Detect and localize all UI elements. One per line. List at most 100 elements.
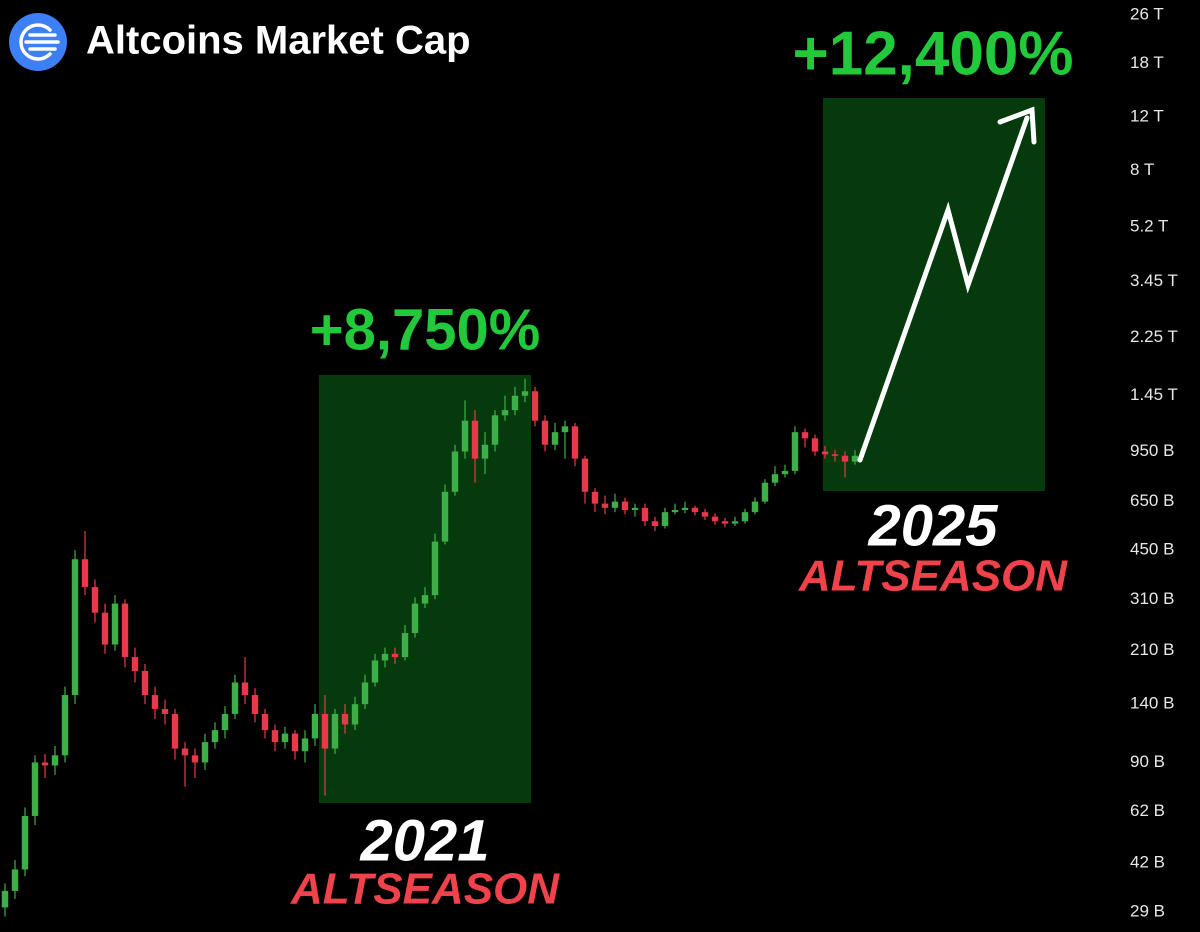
candle-body (481, 444, 489, 459)
candle-body (761, 482, 769, 502)
projection-arrow (857, 106, 1037, 463)
candle-body (461, 420, 469, 452)
candle-body (451, 451, 459, 492)
candle-body (191, 755, 199, 763)
candle-body (591, 491, 599, 504)
candle-body (331, 713, 339, 749)
y-tick-label: 210 B (1130, 640, 1174, 659)
candle-body (361, 682, 369, 705)
y-tick-label: 29 B (1130, 901, 1165, 920)
candle-body (221, 713, 229, 731)
y-tick-label: 1.45 T (1130, 385, 1178, 404)
y-tick-label: 62 B (1130, 801, 1165, 820)
annotations: +8,750%2021ALTSEASON+12,400%2025ALTSEASO… (290, 19, 1074, 913)
candle-body (741, 512, 749, 522)
y-tick-label: 2.25 T (1130, 327, 1178, 346)
candle-body (231, 682, 239, 714)
y-tick-label: 450 B (1130, 540, 1174, 559)
candle-body (281, 733, 289, 743)
candle-body (351, 704, 359, 725)
candle-body (431, 541, 439, 596)
candle-body (531, 391, 539, 421)
candle-body (261, 713, 269, 731)
chart-title: Altcoins Market Cap (86, 19, 471, 63)
candle-body (561, 426, 569, 433)
candle-body (101, 612, 109, 645)
candle-body (661, 512, 669, 527)
candle-body (551, 432, 559, 445)
candle-body (641, 507, 649, 522)
candle-body (131, 657, 139, 672)
y-tick-label: 3.45 T (1130, 271, 1178, 290)
candle-body (271, 730, 279, 743)
candle-body (301, 738, 309, 752)
candle-body (581, 458, 589, 492)
candle-body (171, 713, 179, 749)
y-tick-label: 90 B (1130, 752, 1165, 771)
candle-body (631, 507, 639, 510)
candle-body (151, 695, 159, 709)
y-tick-label: 42 B (1130, 853, 1165, 872)
candle-body (681, 507, 689, 510)
annotation: 2021 (359, 808, 489, 873)
candle-body (421, 595, 429, 604)
annotation: ALTSEASON (290, 865, 560, 914)
candle-body (201, 742, 209, 763)
candle-body (701, 512, 709, 517)
candles (1, 378, 859, 917)
candle-body (541, 420, 549, 445)
candle-body (141, 671, 149, 696)
candle-body (491, 415, 499, 445)
annotation: 2025 (867, 493, 998, 558)
candle-body (251, 695, 259, 714)
candle-body (51, 755, 59, 766)
candle-body (781, 470, 789, 475)
candle-body (471, 420, 479, 459)
candle-body (401, 633, 409, 658)
candle-body (411, 603, 419, 634)
candle-body (1, 890, 9, 908)
candle-body (731, 521, 739, 524)
y-tick-label: 140 B (1130, 694, 1174, 713)
candle-body (831, 454, 839, 456)
y-tick-label: 12 T (1130, 106, 1164, 125)
candle-body (321, 713, 329, 749)
logo-mark (19, 23, 60, 61)
y-tick-label: 310 B (1130, 589, 1174, 608)
candle-body (621, 501, 629, 510)
candle-body (121, 603, 129, 658)
candle-body (841, 455, 849, 462)
annotation: +12,400% (793, 19, 1074, 88)
annotation: +8,750% (310, 297, 541, 362)
candle-body (91, 587, 99, 613)
highlight-2025 (823, 98, 1045, 491)
candle-body (371, 660, 379, 683)
y-tick-label: 950 B (1130, 441, 1174, 460)
candle-body (851, 455, 859, 462)
y-tick-label: 26 T (1130, 4, 1164, 23)
candle-body (391, 653, 399, 658)
y-tick-label: 8 T (1130, 160, 1154, 179)
candle-body (751, 501, 759, 513)
y-tick-label: 5.2 T (1130, 217, 1168, 236)
candle-body (721, 521, 729, 524)
candle-body (511, 395, 519, 411)
candle-body (111, 603, 119, 645)
candle-body (311, 713, 319, 739)
candle-body (31, 762, 39, 816)
candle-body (801, 432, 809, 439)
candle-body (81, 559, 89, 588)
y-tick-label: 650 B (1130, 491, 1174, 510)
candle-body (161, 708, 169, 714)
annotation: ALTSEASON (798, 552, 1068, 601)
candle-body (571, 426, 579, 459)
candle-body (11, 869, 19, 891)
candle-body (181, 748, 189, 756)
candle-body (41, 762, 49, 766)
y-tick-label: 18 T (1130, 53, 1164, 72)
candle-body (771, 474, 779, 483)
candle-body (821, 451, 829, 455)
candle-body (441, 491, 449, 542)
